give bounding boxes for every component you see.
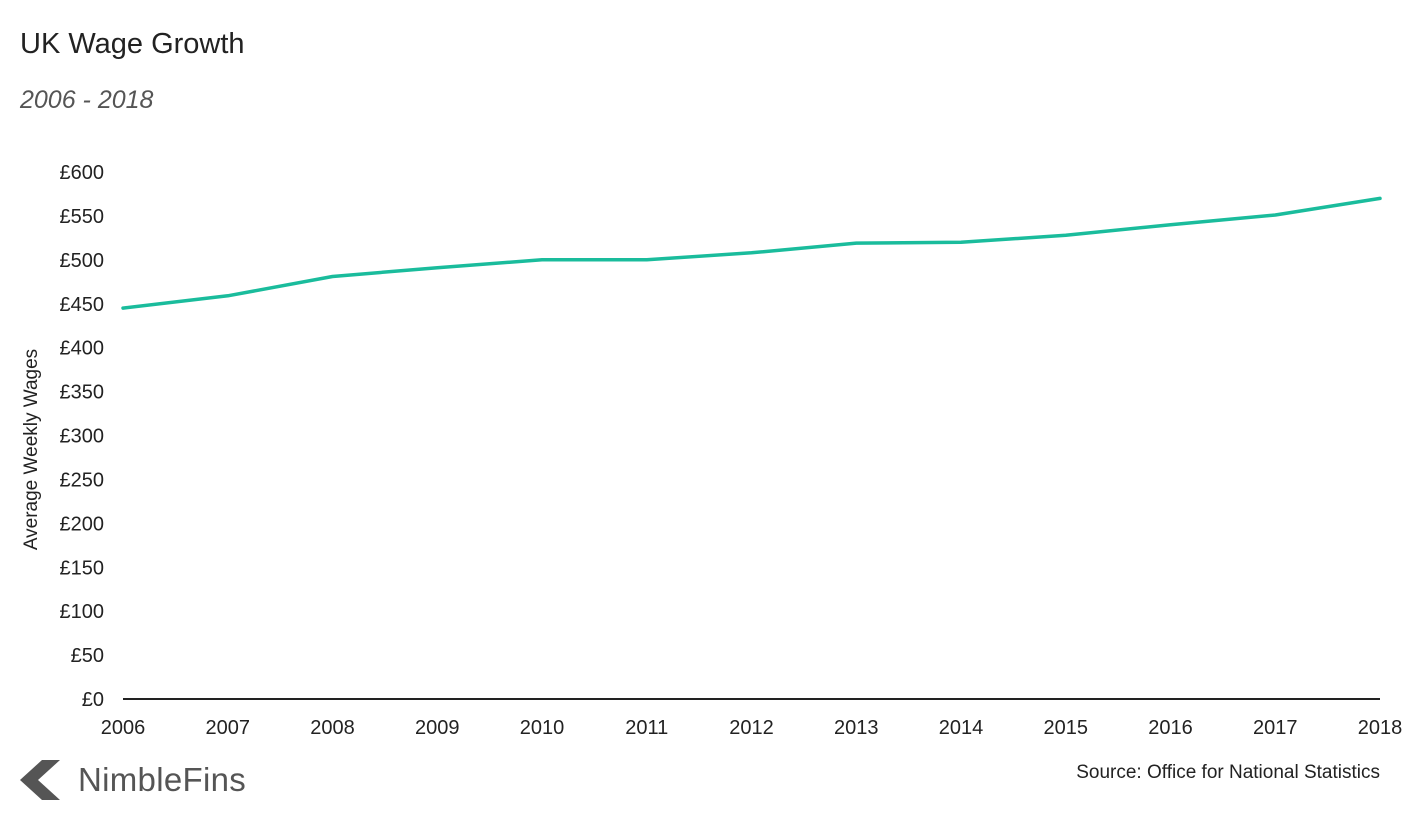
x-tick-label: 2012	[729, 717, 774, 739]
x-tick-label: 2011	[625, 717, 668, 739]
source-note: Source: Office for National Statistics	[1076, 762, 1380, 783]
x-tick-label: 2006	[101, 717, 146, 739]
x-tick-label: 2008	[310, 717, 355, 739]
y-tick-label: £400	[60, 338, 105, 360]
y-axis-title: Average Weekly Wages	[21, 349, 42, 550]
x-axis-tick-labels: 2006 2007 2008 2009 2010 2011 2012 2013 2014 2015…	[101, 717, 1403, 739]
x-tick-label: 2015	[1044, 717, 1089, 739]
nimblefins-logo: NimbleFins	[20, 758, 246, 802]
x-tick-label: 2018	[1358, 717, 1403, 739]
x-tick-label: 2016	[1148, 717, 1193, 739]
chart-subtitle: 2006 - 2018	[20, 86, 154, 114]
series-layer	[121, 196, 1382, 310]
y-tick-label: £250	[60, 469, 105, 491]
x-tick-label: 2007	[206, 717, 251, 739]
y-tick-label: £200	[60, 513, 105, 535]
y-tick-label: £450	[60, 294, 105, 316]
x-tick-label: 2009	[415, 717, 460, 739]
y-axis-tick-labels: £0 £50 £100 £150 £200 £250 £300 £350 £400 £450 £50…	[60, 162, 105, 711]
y-tick-label: £500	[60, 250, 105, 272]
y-tick-label: £100	[60, 601, 105, 623]
series-line	[121, 196, 1382, 310]
x-tick-label: 2010	[520, 717, 565, 739]
y-tick-label: £550	[60, 206, 105, 228]
x-tick-label: 2017	[1253, 717, 1298, 739]
x-tick-label: 2014	[939, 717, 984, 739]
y-tick-label: £350	[60, 382, 105, 404]
brand-name: NimbleFins	[78, 761, 247, 798]
y-tick-label: £300	[60, 426, 105, 448]
y-tick-label: £150	[60, 557, 105, 579]
chart-title: UK Wage Growth	[20, 28, 245, 60]
y-tick-label: £50	[71, 645, 104, 667]
x-tick-label: 2013	[834, 717, 879, 739]
y-tick-label: £600	[60, 162, 105, 184]
chevron-left-icon	[20, 760, 68, 800]
y-tick-label: £0	[82, 689, 104, 711]
